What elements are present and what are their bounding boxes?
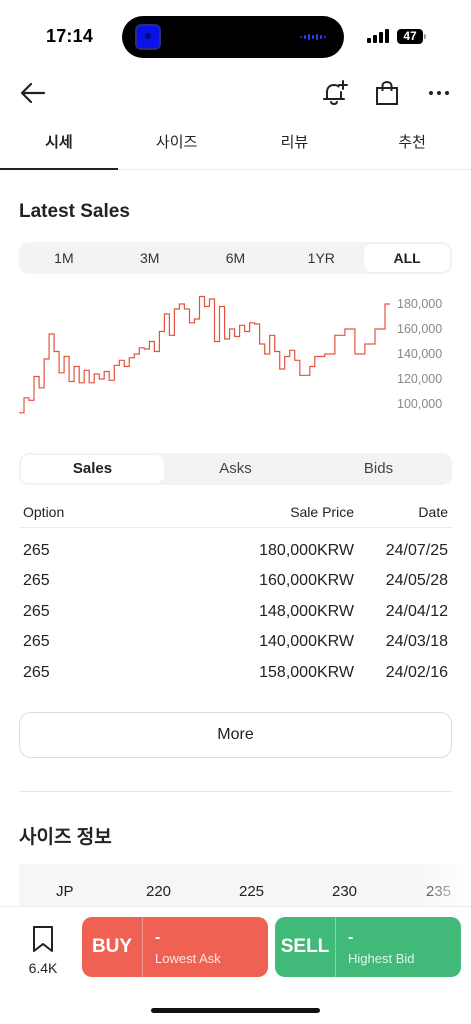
bookmark-icon (33, 926, 53, 952)
price-series-line (19, 295, 390, 414)
more-options-icon[interactable] (424, 78, 454, 108)
y-tick-label: 140,000 (397, 347, 442, 361)
period-1yr[interactable]: 1YR (307, 250, 335, 266)
buy-label: BUY (82, 917, 143, 977)
price-history-chart: 180,000 160,000 140,000 120,000 100,000 (19, 295, 442, 414)
row-price: 140,000KRW (259, 633, 354, 650)
header-option: Option (23, 504, 65, 520)
sales-table-header: Option Sale Price Date (19, 500, 452, 528)
sell-button[interactable]: SELL - Highest Bid (275, 917, 461, 977)
header-date: Date (418, 504, 448, 520)
y-tick-label: 120,000 (397, 372, 442, 386)
cellular-signal-icon (367, 29, 389, 43)
home-indicator (151, 1008, 320, 1013)
y-tick-label: 100,000 (397, 397, 442, 411)
status-time: 17:14 (46, 26, 94, 46)
highest-bid-value: - (348, 929, 354, 946)
product-tabs: 시세 사이즈 리뷰 추천 (0, 118, 471, 170)
table-row: 265 140,000KRW 24/03/18 (19, 629, 452, 659)
lowest-ask-label: Lowest Ask (155, 951, 221, 966)
row-option: 265 (23, 542, 50, 559)
bookmark-button[interactable]: 6.4K (20, 925, 66, 976)
row-option: 265 (23, 633, 50, 650)
table-row: 265 148,000KRW 24/04/12 (19, 599, 452, 629)
back-arrow-icon[interactable] (17, 78, 47, 108)
subtab-asks[interactable]: Asks (219, 460, 252, 477)
latest-sales-title: Latest Sales (19, 201, 130, 222)
row-option: 265 (23, 603, 50, 620)
tab-size[interactable]: 사이즈 (155, 134, 198, 151)
table-row: 265 158,000KRW 24/02/16 (19, 660, 452, 690)
subtab-bids[interactable]: Bids (363, 460, 394, 477)
shopping-bag-icon[interactable] (372, 78, 402, 108)
sell-label: SELL (275, 917, 336, 977)
table-row: 265 180,000KRW 24/07/25 (19, 538, 452, 568)
y-tick-label: 160,000 (397, 322, 442, 336)
row-date: 24/02/16 (385, 664, 448, 681)
row-date: 24/05/28 (385, 572, 448, 589)
transactions-selector: Sales Asks Bids (19, 453, 452, 485)
size-cell: 230 (332, 883, 358, 900)
section-divider (19, 791, 452, 792)
tab-price[interactable]: 시세 (0, 118, 118, 170)
lowest-ask-value: - (155, 929, 161, 946)
battery-level: 47 (397, 29, 423, 44)
tab-reviews[interactable]: 리뷰 (280, 134, 309, 151)
period-6m[interactable]: 6M (225, 250, 246, 266)
row-price: 160,000KRW (259, 572, 354, 589)
more-button[interactable]: More (19, 712, 452, 758)
top-navigation (0, 70, 471, 116)
size-row-label: JP (56, 883, 74, 900)
table-row: 265 160,000KRW 24/05/28 (19, 568, 452, 598)
status-bar: 17:14 47 (0, 0, 471, 70)
size-cell: 225 (239, 883, 265, 900)
row-price: 158,000KRW (259, 664, 354, 681)
size-info-title: 사이즈 정보 (19, 827, 112, 848)
buy-button[interactable]: BUY - Lowest Ask (82, 917, 268, 977)
battery-icon: 47 (397, 29, 427, 44)
period-all[interactable]: ALL (364, 244, 450, 272)
row-date: 24/04/12 (385, 603, 448, 620)
dynamic-island (122, 16, 344, 58)
period-1m[interactable]: 1M (54, 250, 74, 266)
period-selector: 1M 3M 6M 1YR ALL (19, 242, 452, 274)
audio-wave-icon (300, 34, 326, 40)
highest-bid-label: Highest Bid (348, 951, 415, 966)
bookmark-count: 6.4K (28, 960, 58, 976)
size-cell: 220 (146, 883, 172, 900)
bottom-action-bar: 6.4K BUY - Lowest Ask SELL - Highest Bid (0, 906, 471, 1024)
row-option: 265 (23, 572, 50, 589)
subtab-sales[interactable]: Sales (21, 455, 164, 483)
recording-indicator-icon (135, 24, 161, 50)
row-option: 265 (23, 664, 50, 681)
period-3m[interactable]: 3M (139, 250, 160, 266)
y-tick-label: 180,000 (397, 297, 442, 311)
row-price: 180,000KRW (259, 542, 354, 559)
size-chart-row[interactable]: JP 220 225 230 235 (19, 864, 471, 906)
row-date: 24/03/18 (385, 633, 448, 650)
header-sale-price: Sale Price (290, 504, 354, 520)
tab-recommended[interactable]: 추천 (398, 134, 426, 151)
bell-plus-icon[interactable] (320, 78, 350, 108)
row-price: 148,000KRW (259, 603, 354, 620)
row-date: 24/07/25 (385, 542, 448, 559)
